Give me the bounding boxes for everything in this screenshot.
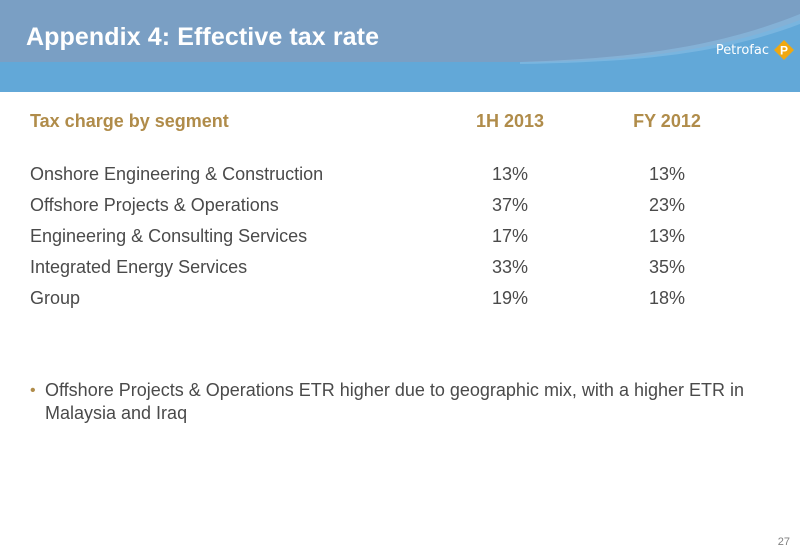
row-1h-2013-value: 19% — [491, 288, 529, 308]
row-1h-2013-value: 13% — [491, 164, 529, 184]
table-row: Group 19% 18% — [30, 287, 750, 318]
logo-text: Petrofac — [715, 42, 769, 58]
row-fy-2012-value: 13% — [648, 226, 686, 246]
row-1h-2013-value: 37% — [491, 195, 529, 215]
petrofac-logo-icon: P — [774, 40, 794, 60]
petrofac-logo: Petrofac P — [716, 39, 794, 61]
row-1h-2013-value: 33% — [491, 257, 529, 277]
row-label: Integrated Energy Services — [30, 257, 248, 277]
row-label: Onshore Engineering & Construction — [30, 164, 324, 184]
row-fy-2012-value: 18% — [648, 288, 686, 308]
row-fy-2012-value: 13% — [648, 164, 686, 184]
table-row: Engineering & Consulting Services 17% 13… — [30, 225, 750, 256]
svg-text:P: P — [780, 44, 788, 58]
header-fy-2012: FY 2012 — [633, 111, 701, 131]
table-row: Onshore Engineering & Construction 13% 1… — [30, 163, 750, 194]
header-segment: Tax charge by segment — [30, 111, 229, 131]
table-header-row: Tax charge by segment 1H 2013 FY 2012 — [30, 110, 750, 163]
row-fy-2012-value: 23% — [648, 195, 686, 215]
table-row: Integrated Energy Services 33% 35% — [30, 256, 750, 287]
banner-background — [0, 0, 800, 92]
row-label: Offshore Projects & Operations — [30, 195, 279, 215]
row-1h-2013-value: 17% — [491, 226, 529, 246]
tax-table: Tax charge by segment 1H 2013 FY 2012 On… — [30, 110, 750, 318]
row-label: Group — [30, 288, 81, 308]
title-banner — [0, 0, 800, 92]
bullet-note: • Offshore Projects & Operations ETR hig… — [30, 379, 775, 425]
slide-title: Appendix 4: Effective tax rate — [26, 23, 380, 51]
note-text: Offshore Projects & Operations ETR highe… — [45, 380, 745, 423]
header-1h-2013: 1H 2013 — [475, 111, 545, 131]
table-row: Offshore Projects & Operations 37% 23% — [30, 194, 750, 225]
row-fy-2012-value: 35% — [648, 257, 686, 277]
bullet-icon: • — [30, 382, 36, 399]
row-label: Engineering & Consulting Services — [30, 226, 308, 246]
page-number: 27 — [777, 536, 790, 548]
